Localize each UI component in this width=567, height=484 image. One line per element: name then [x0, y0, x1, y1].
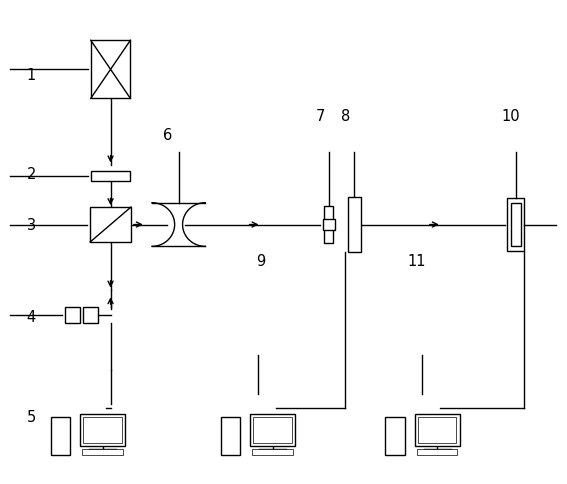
Bar	[82, 449, 123, 455]
Text: 10: 10	[501, 109, 519, 123]
Bar	[91, 171, 130, 182]
Bar	[324, 207, 333, 243]
Bar	[80, 414, 125, 446]
Bar	[83, 417, 122, 443]
Bar	[90, 208, 131, 242]
Bar	[348, 197, 361, 253]
Bar	[65, 307, 80, 324]
Bar	[417, 449, 458, 455]
Bar	[385, 417, 405, 455]
Bar	[252, 449, 293, 455]
Text: 11: 11	[408, 254, 426, 269]
Text: 5: 5	[27, 409, 36, 424]
Text: 2: 2	[27, 167, 36, 182]
Bar	[418, 417, 456, 443]
Text: 9: 9	[256, 254, 265, 269]
Bar	[253, 417, 292, 443]
Bar	[511, 203, 521, 247]
Text: 4: 4	[27, 310, 36, 324]
Bar	[507, 198, 524, 252]
Bar	[323, 219, 335, 231]
Text: 6: 6	[163, 128, 172, 143]
Bar	[250, 414, 295, 446]
Bar	[221, 417, 240, 455]
Text: 1: 1	[27, 68, 36, 82]
Text: 7: 7	[316, 109, 325, 123]
Text: 3: 3	[27, 218, 36, 232]
Text: 8: 8	[341, 109, 350, 123]
Bar	[50, 417, 70, 455]
Bar	[91, 41, 130, 99]
Bar	[414, 414, 460, 446]
Bar	[83, 307, 98, 324]
